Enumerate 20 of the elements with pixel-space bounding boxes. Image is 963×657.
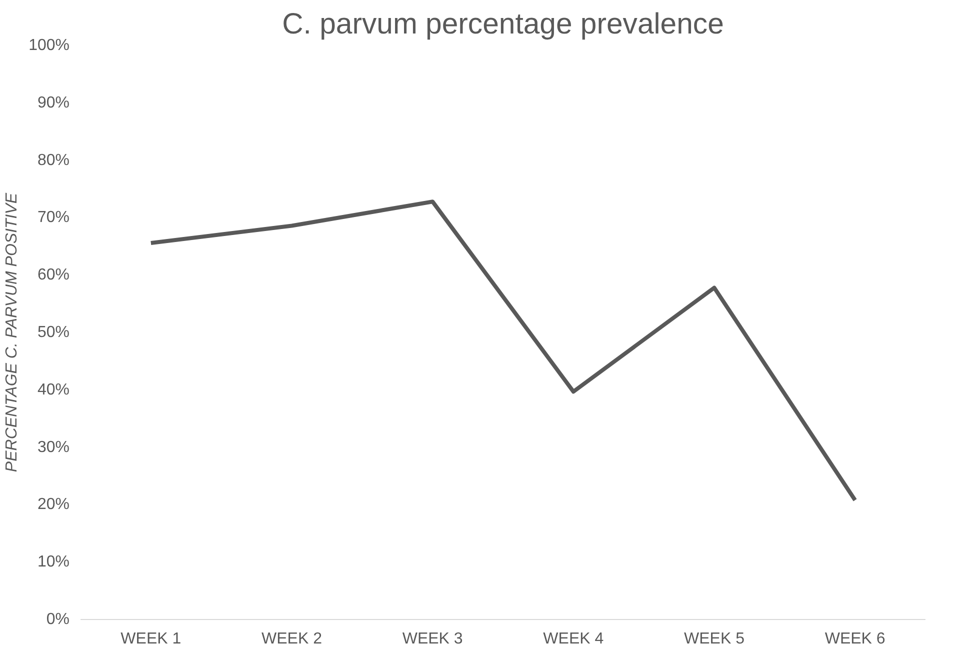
y-tick-label: 80% (37, 152, 70, 169)
chart-title: C. parvum percentage prevalence (282, 8, 724, 40)
y-tick-label: 90% (37, 94, 70, 112)
y-tick-label: 100% (28, 37, 70, 54)
y-tick-label: 40% (37, 381, 70, 398)
y-tick-label: 70% (37, 209, 70, 226)
y-tick-label: 10% (37, 554, 70, 571)
line-series (148, 200, 858, 502)
y-tick-label: 50% (37, 324, 70, 341)
y-axis-title: PERCENTAGE C. PARVUM POSITIVE (4, 192, 21, 472)
x-tick-label: WEEK 1 (120, 630, 182, 648)
x-tick-label: WEEK 3 (402, 630, 463, 648)
x-tick-label: WEEK 4 (543, 630, 604, 648)
y-tick-label: 60% (37, 266, 70, 284)
x-tick-label: WEEK 5 (684, 630, 745, 648)
y-tick-label: 30% (37, 438, 70, 456)
y-tick-label: 0% (46, 611, 70, 628)
y-tick-label: 20% (37, 496, 70, 514)
x-tick-label: WEEK 2 (262, 630, 322, 648)
x-tick-label: WEEK 6 (824, 630, 886, 648)
